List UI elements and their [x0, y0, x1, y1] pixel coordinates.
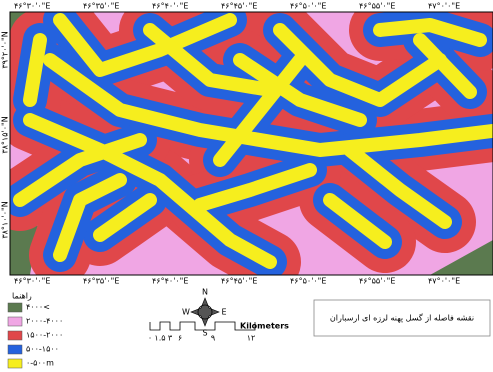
scale-label: ۳	[168, 334, 173, 343]
fault-zone	[193, 163, 317, 212]
fault-zone	[413, 33, 477, 99]
legend-swatch	[7, 358, 23, 369]
top-coord: ۴۶°۴۵'۰"E	[221, 2, 257, 11]
bottom-coord: ۴۷°۰'۰"E	[428, 277, 460, 286]
bottom-coord: ۴۶°۳۰'۰"E	[14, 277, 50, 286]
compass-w: W	[182, 308, 190, 317]
top-coord: ۴۶°۳۵'۰"E	[83, 2, 119, 11]
legend-swatch	[7, 330, 23, 341]
fault-zone	[233, 53, 367, 127]
compass: N S E W	[182, 288, 226, 338]
fault-zone	[43, 53, 493, 157]
scale-label: ۱.۵	[154, 334, 165, 343]
left-coord: ۳۸°۱۵'۰"N	[1, 116, 10, 153]
legend-swatch	[7, 344, 23, 355]
legend-swatch	[7, 316, 23, 327]
bottom-coord: ۴۶°۳۵'۰"E	[83, 277, 119, 286]
fault-zone	[93, 193, 157, 242]
bottom-coord: ۴۶°۵۰'۰"E	[290, 277, 326, 286]
bottom-coord: ۴۶°۵۵'۰"E	[359, 277, 395, 286]
top-coord: ۴۶°۴۰'۰"E	[152, 2, 188, 11]
legend-label: ۲۰۰۰-۴۰۰۰	[26, 317, 63, 326]
fault-zone	[53, 13, 237, 77]
top-coord: ۴۶°۵۵'۰"E	[359, 2, 395, 11]
left-coord: ۳۹°۲۰'۰"N	[1, 31, 10, 68]
top-coord: ۴۶°۵۰'۰"E	[290, 2, 326, 11]
map-area	[10, 12, 493, 275]
legend-label: ۱۵۰۰-۲۰۰۰	[26, 331, 63, 340]
fault-zone	[213, 53, 307, 167]
bottom-coord: ۴۶°۴۰'۰"E	[152, 277, 188, 286]
legend-label: ۰-۵۰۰m	[26, 359, 54, 368]
fault-zone	[373, 18, 487, 47]
legend-label: ۴۰۰۰<	[26, 303, 50, 312]
left-coord: ۳۸°۱۰'۰"N	[1, 201, 10, 238]
map-title: نقشه فاصله از گسل پهنه لرزه ای ارسباران	[330, 313, 474, 323]
legend-swatch	[7, 302, 23, 313]
fault-zone	[23, 113, 277, 269]
fault-zone	[323, 193, 392, 249]
bottom-coord: ۴۶°۴۵'۰"E	[221, 277, 257, 286]
top-coord: ۴۷°۰'۰"E	[428, 2, 460, 11]
scale-label: ۹	[211, 334, 215, 343]
fault-zone	[273, 23, 447, 107]
scale-label: ۱۲	[247, 334, 256, 343]
legend-title: راهنما	[12, 292, 32, 301]
compass-e: E	[221, 308, 226, 317]
top-coord: ۴۶°۳۰'۰"E	[14, 2, 50, 11]
scale-bar	[149, 321, 256, 331]
fault-zone	[23, 33, 47, 107]
legend-label: ۵۰۰-۱۵۰۰	[26, 345, 59, 354]
compass-s: S	[202, 329, 207, 338]
scale-unit: Kilometers	[240, 322, 289, 331]
title-box	[313, 299, 491, 337]
fault-zone	[343, 143, 452, 229]
fault-zone	[53, 173, 127, 262]
scale-label: ۰	[148, 334, 152, 343]
scale-label: ۶	[178, 334, 182, 343]
fault-zone	[13, 133, 147, 207]
compass-n: N	[202, 288, 208, 297]
fault-zone	[143, 23, 277, 97]
